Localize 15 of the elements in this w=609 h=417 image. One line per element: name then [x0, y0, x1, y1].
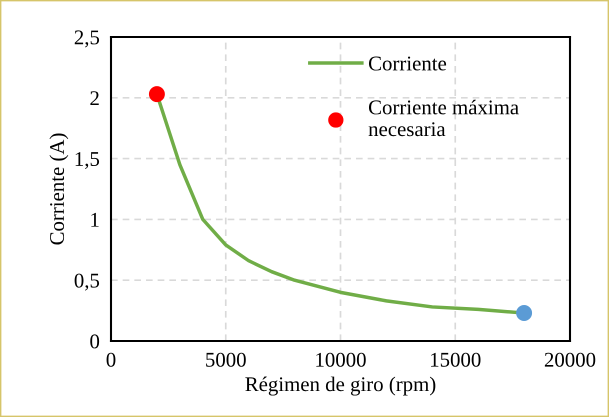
y-tick-label: 1: [91, 212, 99, 227]
y-tick-label: 0,5: [74, 274, 100, 291]
legend-label: Corriente máxima necesaria: [368, 100, 519, 136]
y-tick-label: 0: [90, 334, 100, 348]
legend-label: Corriente: [368, 56, 446, 71]
x-tick-label: 10000: [316, 352, 366, 367]
y-axis-title: Corriente (A): [49, 134, 68, 245]
x-tick-label: 15000: [431, 352, 480, 367]
y-tick-label: 2: [90, 91, 99, 106]
x-tick-label: 5000: [206, 352, 246, 367]
y-tick-label: 2,5: [74, 30, 100, 48]
y-tick-label: 1,5: [76, 152, 100, 170]
x-axis-title: Régimen de giro (rpm): [245, 376, 436, 396]
x-tick-label: 0: [106, 352, 116, 367]
x-tick-label: 20000: [544, 352, 596, 367]
